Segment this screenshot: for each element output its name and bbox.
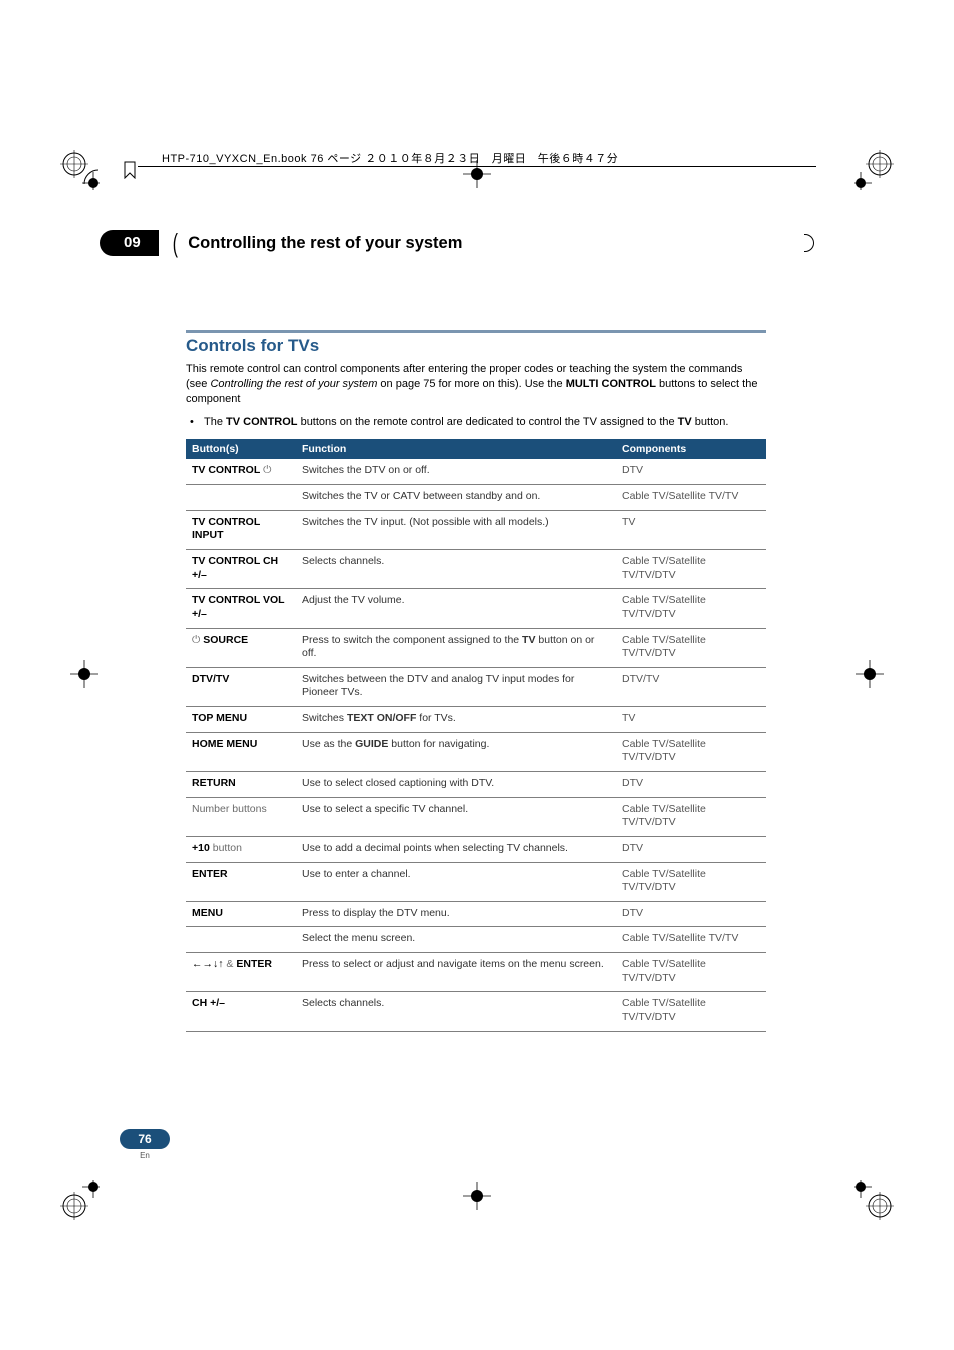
cell-components: TV bbox=[616, 510, 766, 549]
page-number: 76 En bbox=[115, 1129, 175, 1160]
table-row: HOME MENUUse as the GUIDE button for nav… bbox=[186, 732, 766, 771]
cell-function: Adjust the TV volume. bbox=[296, 589, 616, 628]
cell-button: ⏻ SOURCE bbox=[186, 628, 296, 667]
cell-components: DTV bbox=[616, 459, 766, 484]
table-row: TOP MENUSwitches TEXT ON/OFF for TVs.TV bbox=[186, 707, 766, 733]
cell-components: DTV bbox=[616, 836, 766, 862]
page-lang: En bbox=[115, 1151, 175, 1160]
cell-button: TV CONTROL CH +/– bbox=[186, 549, 296, 588]
cell-components: Cable TV/Satellite TV/TV/DTV bbox=[616, 589, 766, 628]
cell-button: TV CONTROL INPUT bbox=[186, 510, 296, 549]
cell-button bbox=[186, 485, 296, 511]
cell-function: Switches the TV input. (Not possible wit… bbox=[296, 510, 616, 549]
cell-components: DTV bbox=[616, 771, 766, 797]
section-rule bbox=[186, 330, 766, 333]
table-row: ←→↓↑ & ENTERPress to select or adjust an… bbox=[186, 953, 766, 992]
section-title: Controls for TVs bbox=[186, 336, 766, 356]
cell-function: Use as the GUIDE button for navigating. bbox=[296, 732, 616, 771]
chapter-header: 09 ( Controlling the rest of your system bbox=[100, 230, 814, 260]
cell-function: Switches between the DTV and analog TV i… bbox=[296, 667, 616, 706]
table-row: TV CONTROL VOL +/–Adjust the TV volume.C… bbox=[186, 589, 766, 628]
table-row: DTV/TVSwitches between the DTV and analo… bbox=[186, 667, 766, 706]
chapter-number: 09 bbox=[124, 234, 141, 251]
cell-button: MENU bbox=[186, 901, 296, 927]
crosshair-bottom bbox=[463, 1182, 491, 1210]
cell-components: Cable TV/Satellite TV/TV/DTV bbox=[616, 797, 766, 836]
table-row: Number buttonsUse to select a specific T… bbox=[186, 797, 766, 836]
cell-button: TV CONTROL VOL +/– bbox=[186, 589, 296, 628]
crosshair-right bbox=[856, 660, 884, 688]
printer-header-text: HTP-710_VYXCN_En.book 76 ページ ２０１０年８月２３日 … bbox=[162, 150, 618, 166]
cell-button: ENTER bbox=[186, 862, 296, 901]
table-row: +10 buttonUse to add a decimal points wh… bbox=[186, 836, 766, 862]
cell-function: Select the menu screen. bbox=[296, 927, 616, 953]
cell-button: HOME MENU bbox=[186, 732, 296, 771]
bullet-note: The TV CONTROL buttons on the remote con… bbox=[186, 415, 766, 430]
cell-button: Number buttons bbox=[186, 797, 296, 836]
page-number-value: 76 bbox=[120, 1129, 169, 1149]
cell-components: Cable TV/Satellite TV/TV bbox=[616, 927, 766, 953]
printer-header-rule bbox=[138, 166, 816, 184]
cell-function: Use to select a specific TV channel. bbox=[296, 797, 616, 836]
cell-components: Cable TV/Satellite TV/TV/DTV bbox=[616, 862, 766, 901]
cell-function: Use to select closed captioning with DTV… bbox=[296, 771, 616, 797]
table-row: ⏻ SOURCEPress to switch the component as… bbox=[186, 628, 766, 667]
cell-function: Use to add a decimal points when selecti… bbox=[296, 836, 616, 862]
th-buttons: Button(s) bbox=[186, 439, 296, 459]
table-row: Switches the TV or CATV between standby … bbox=[186, 485, 766, 511]
cell-button: DTV/TV bbox=[186, 667, 296, 706]
chapter-title: Controlling the rest of your system bbox=[188, 234, 462, 253]
cell-components: DTV/TV bbox=[616, 667, 766, 706]
registration-mark-br bbox=[854, 1180, 894, 1220]
cell-components: Cable TV/Satellite TV/TV/DTV bbox=[616, 549, 766, 588]
cell-function: Press to switch the component assigned t… bbox=[296, 628, 616, 667]
controls-table: Button(s) Function Components TV CONTROL… bbox=[186, 439, 766, 1031]
table-row: RETURNUse to select closed captioning wi… bbox=[186, 771, 766, 797]
cell-function: Press to select or adjust and navigate i… bbox=[296, 953, 616, 992]
cell-button bbox=[186, 927, 296, 953]
cell-components: Cable TV/Satellite TV/TV/DTV bbox=[616, 732, 766, 771]
registration-mark-bl bbox=[60, 1180, 100, 1220]
cell-function: Press to display the DTV menu. bbox=[296, 901, 616, 927]
th-components: Components bbox=[616, 439, 766, 459]
cell-button: +10 button bbox=[186, 836, 296, 862]
table-row: Select the menu screen.Cable TV/Satellit… bbox=[186, 927, 766, 953]
table-row: CH +/–Selects channels.Cable TV/Satellit… bbox=[186, 992, 766, 1031]
cell-function: Switches the TV or CATV between standby … bbox=[296, 485, 616, 511]
table-row: ENTERUse to enter a channel.Cable TV/Sat… bbox=[186, 862, 766, 901]
cell-button: CH +/– bbox=[186, 992, 296, 1031]
cell-function: Use to enter a channel. bbox=[296, 862, 616, 901]
cell-button: ←→↓↑ & ENTER bbox=[186, 953, 296, 992]
cell-function: Switches TEXT ON/OFF for TVs. bbox=[296, 707, 616, 733]
table-row: TV CONTROL CH +/–Selects channels.Cable … bbox=[186, 549, 766, 588]
table-row: MENUPress to display the DTV menu.DTV bbox=[186, 901, 766, 927]
cell-button: RETURN bbox=[186, 771, 296, 797]
th-function: Function bbox=[296, 439, 616, 459]
intro-paragraph: This remote control can control componen… bbox=[186, 362, 766, 407]
registration-mark-tr bbox=[854, 150, 894, 190]
table-row: TV CONTROL ⏻Switches the DTV on or off.D… bbox=[186, 459, 766, 484]
cell-components: Cable TV/Satellite TV/TV bbox=[616, 485, 766, 511]
bookmark-icon bbox=[124, 161, 136, 179]
table-row: TV CONTROL INPUTSwitches the TV input. (… bbox=[186, 510, 766, 549]
cell-button: TOP MENU bbox=[186, 707, 296, 733]
crosshair-left bbox=[70, 660, 98, 688]
cell-function: Selects channels. bbox=[296, 549, 616, 588]
registration-mark-tl bbox=[60, 150, 100, 190]
cell-function: Selects channels. bbox=[296, 992, 616, 1031]
content-area: Controls for TVs This remote control can… bbox=[186, 330, 766, 1032]
cell-components: Cable TV/Satellite TV/TV/DTV bbox=[616, 992, 766, 1031]
cell-components: Cable TV/Satellite TV/TV/DTV bbox=[616, 953, 766, 992]
cell-function: Switches the DTV on or off. bbox=[296, 459, 616, 484]
cell-components: TV bbox=[616, 707, 766, 733]
cell-components: DTV bbox=[616, 901, 766, 927]
cell-button: TV CONTROL ⏻ bbox=[186, 459, 296, 484]
cell-components: Cable TV/Satellite TV/TV/DTV bbox=[616, 628, 766, 667]
